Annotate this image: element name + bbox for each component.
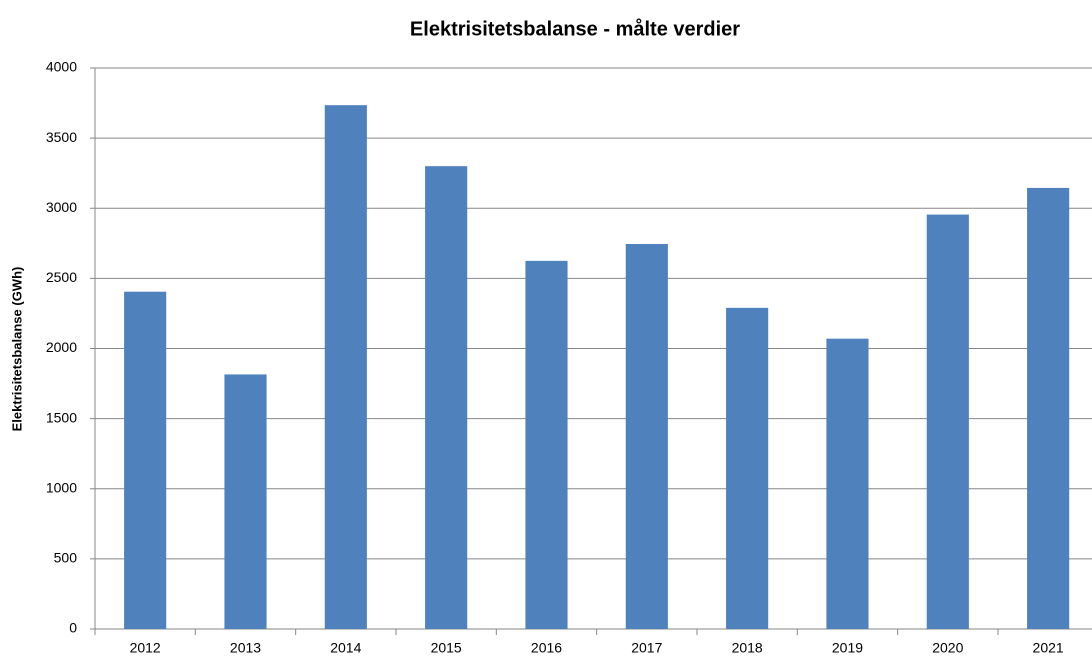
- y-tick-label: 4000: [46, 59, 77, 75]
- bar: [224, 374, 267, 629]
- x-tick-label: 2013: [230, 640, 261, 656]
- y-axis-label: Elektrisitetsbalanse (GWh): [9, 267, 24, 432]
- chart-title: Elektrisitetsbalanse - målte verdier: [410, 17, 740, 40]
- y-tick-label: 0: [69, 620, 77, 636]
- bar: [926, 214, 969, 629]
- x-tick-label: 2016: [531, 640, 562, 656]
- x-tick-label: 2015: [431, 640, 462, 656]
- x-tick-label: 2017: [631, 640, 662, 656]
- x-tick-label: 2021: [1033, 640, 1064, 656]
- x-tick-label: 2020: [932, 640, 963, 656]
- bar: [826, 338, 869, 629]
- y-tick-label: 500: [54, 550, 78, 566]
- y-tick-label: 3500: [46, 129, 77, 145]
- x-tick-label: 2012: [130, 640, 161, 656]
- y-tick-label: 1000: [46, 479, 77, 495]
- bar: [425, 166, 468, 630]
- bar: [124, 291, 167, 629]
- y-tick-label: 3000: [46, 199, 77, 215]
- bar: [625, 244, 668, 630]
- y-tick-label: 2000: [46, 339, 77, 355]
- x-tick-label: 2019: [832, 640, 863, 656]
- bar: [1027, 187, 1070, 629]
- y-tick-label: 2500: [46, 269, 77, 285]
- bar: [525, 260, 568, 629]
- x-tick-label: 2018: [732, 640, 763, 656]
- y-tick-label: 1500: [46, 409, 77, 425]
- x-tick-label: 2014: [330, 640, 361, 656]
- bar: [726, 307, 769, 629]
- bar: [324, 105, 367, 629]
